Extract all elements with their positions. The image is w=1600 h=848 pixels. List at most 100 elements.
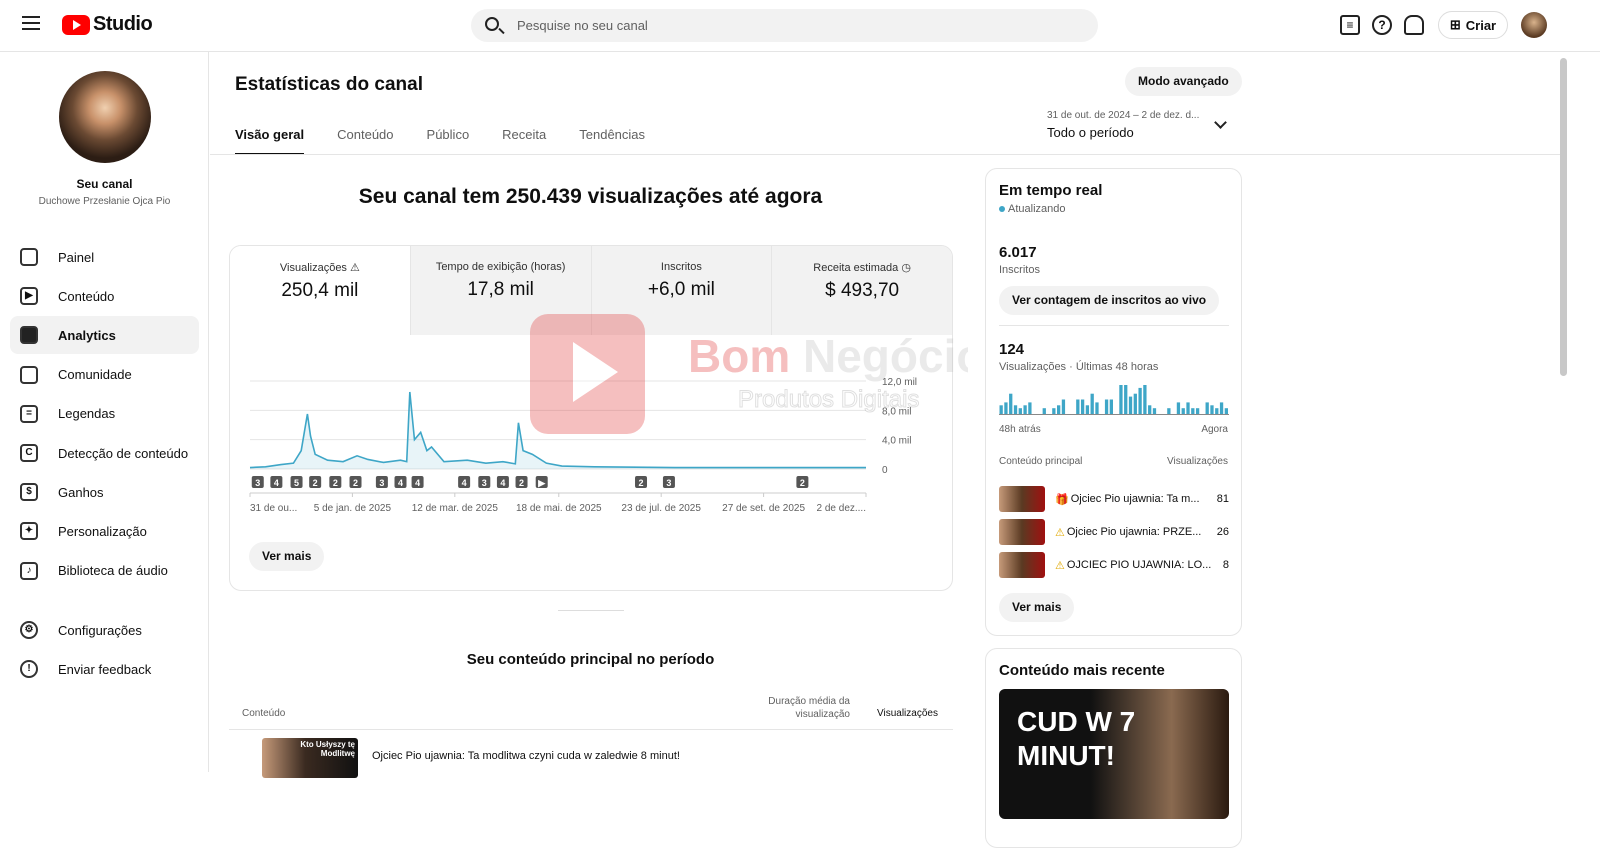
warning-icon: ⚠ bbox=[1055, 526, 1065, 539]
tab-3[interactable]: Receita bbox=[502, 127, 547, 142]
kpi-tab-3[interactable]: Receita estimada ◷ $ 493,70 bbox=[771, 246, 952, 335]
realtime-row[interactable]: ⚠ OJCIEC PIO UJAWNIA: LO... 8 bbox=[999, 552, 1229, 578]
x-tick-label: 27 de set. de 2025 bbox=[722, 503, 805, 514]
subtitles-icon: = bbox=[20, 404, 38, 423]
realtime-see-more-button[interactable]: Ver mais bbox=[999, 593, 1075, 622]
realtime-bar bbox=[1009, 393, 1013, 414]
channel-name: Duchowe Przesłanie Ojca Pio bbox=[38, 196, 171, 207]
publish-marker bbox=[458, 476, 471, 488]
warning-icon: ⚠ bbox=[1055, 559, 1065, 572]
series-area bbox=[250, 392, 866, 469]
publish-marker-label: 2 bbox=[313, 478, 318, 488]
realtime-bar bbox=[1061, 399, 1066, 414]
sidebar-item-2[interactable]: Analytics bbox=[10, 316, 199, 355]
publish-marker-label: 3 bbox=[666, 478, 671, 488]
realtime-bar bbox=[1191, 408, 1195, 414]
help-icon[interactable]: ? bbox=[1372, 15, 1392, 35]
x-tick-label: 23 de jul. de 2025 bbox=[621, 503, 701, 514]
realtime-bar bbox=[1148, 405, 1152, 414]
series-line bbox=[249, 391, 866, 469]
video-thumbnail: Kto Usłyszy tę Modlitwę bbox=[262, 738, 358, 778]
publish-marker-label: 2 bbox=[639, 478, 644, 488]
realtime-bar bbox=[1224, 408, 1228, 414]
dashboard-icon bbox=[20, 248, 38, 266]
video-thumbnail bbox=[999, 552, 1045, 578]
sidebar-item-3[interactable]: Comunidade bbox=[10, 356, 199, 394]
feedback-icon[interactable]: ≡ bbox=[1340, 15, 1360, 35]
realtime-bar bbox=[1128, 396, 1133, 414]
headline: Seu canal tem 250.439 visualizações até … bbox=[358, 185, 823, 208]
publish-marker-label: 3 bbox=[482, 478, 487, 488]
search-input[interactable]: Pesquise no seu canal bbox=[471, 9, 1098, 42]
sidebar-item-8[interactable]: ♪ Biblioteca de áudio bbox=[10, 552, 199, 590]
publish-marker-label: 2 bbox=[353, 478, 358, 488]
warning-icon: ⚠ bbox=[350, 262, 360, 274]
scrollbar[interactable] bbox=[1560, 58, 1567, 376]
tab-2[interactable]: Público bbox=[426, 127, 470, 142]
sidebar-bottom-1[interactable]: ! Enviar feedback bbox=[10, 650, 199, 688]
tabs: Visão geral Conteúdo Público Receita Tendênc… bbox=[235, 127, 645, 155]
sidebar-item-4[interactable]: = Legendas bbox=[10, 395, 199, 433]
realtime-bar bbox=[1215, 408, 1219, 414]
kpi-tab-1[interactable]: Tempo de exibição (horas) 17,8 mil bbox=[409, 246, 591, 335]
analytics-icon bbox=[20, 326, 38, 345]
notifications-icon[interactable] bbox=[1404, 15, 1424, 35]
top-bar: Studio Pesquise no seu canal ≡ ? ⊞ Criar bbox=[0, 0, 1600, 52]
publish-marker bbox=[535, 476, 548, 488]
publish-marker bbox=[478, 476, 491, 488]
publish-marker bbox=[251, 476, 264, 488]
create-button[interactable]: ⊞ Criar bbox=[1438, 11, 1508, 39]
channel-label: Seu canal bbox=[76, 177, 133, 191]
sidebar-item-6[interactable]: $ Ganhos bbox=[10, 473, 199, 511]
realtime-bar bbox=[1090, 393, 1094, 414]
realtime-bar bbox=[1080, 399, 1085, 414]
youtube-logo-icon bbox=[62, 14, 90, 35]
realtime-bar bbox=[1028, 402, 1032, 414]
tab-4[interactable]: Tendências bbox=[579, 127, 646, 142]
video-title[interactable]: Ojciec Pio ujawnia: Ta modlitwa czyni cu… bbox=[372, 750, 680, 762]
send-feedback-icon: ! bbox=[20, 660, 38, 678]
realtime-bar bbox=[1104, 399, 1109, 414]
publish-marker-label: 4 bbox=[398, 478, 403, 488]
publish-marker-label: 4 bbox=[462, 478, 467, 488]
publish-marker-label: 4 bbox=[500, 478, 505, 488]
publish-marker-label: 2 bbox=[800, 478, 805, 488]
realtime-bar bbox=[1023, 405, 1027, 414]
realtime-row[interactable]: ⚠ Ojciec Pio ujawnia: PRZE... 26 bbox=[999, 519, 1229, 545]
latest-thumbnail[interactable]: CUD W 7 MINUT! bbox=[999, 689, 1229, 819]
realtime-bar bbox=[1210, 405, 1214, 414]
tab-0[interactable]: Visão geral bbox=[235, 127, 305, 155]
overview-card: Visualizações ⚠ 250,4 mil Tempo de exibiçã… bbox=[229, 245, 953, 591]
advanced-mode-button[interactable]: Modo avançado bbox=[1125, 67, 1242, 96]
publish-marker bbox=[309, 476, 322, 488]
tab-1[interactable]: Conteúdo bbox=[337, 127, 394, 142]
menu-icon[interactable] bbox=[22, 16, 40, 30]
studio-logo[interactable]: Studio bbox=[62, 13, 153, 36]
x-tick-label: 5 de jan. de 2025 bbox=[314, 503, 392, 514]
publish-marker bbox=[349, 476, 362, 488]
earn-icon: $ bbox=[20, 483, 38, 502]
account-avatar[interactable] bbox=[1521, 12, 1547, 38]
sidebar-item-1[interactable]: ▶ Conteúdo bbox=[10, 277, 199, 315]
realtime-bar bbox=[1119, 385, 1123, 414]
content-icon: ▶ bbox=[20, 287, 38, 306]
y-tick-label: 0 bbox=[882, 465, 888, 476]
realtime-bar bbox=[1167, 408, 1171, 414]
sidebar: Seu canal Duchowe Przesłanie Ojca Pio Pa… bbox=[0, 52, 209, 772]
realtime-bar bbox=[1018, 408, 1022, 414]
sidebar-item-7[interactable]: ✦ Personalização bbox=[10, 512, 199, 550]
col-views[interactable]: Visualizações bbox=[877, 708, 938, 719]
see-more-button[interactable]: Ver mais bbox=[249, 542, 325, 571]
sidebar-bottom-0[interactable]: ⚙ Configurações bbox=[10, 611, 199, 649]
realtime-bar bbox=[1133, 393, 1137, 414]
realtime-row[interactable]: 🎁 Ojciec Pio ujawnia: Ta m... 81 bbox=[999, 486, 1229, 512]
y-tick-label: 12,0 mil bbox=[882, 377, 917, 388]
kpi-tab-0[interactable]: Visualizações ⚠ 250,4 mil bbox=[230, 246, 410, 335]
live-subs-button[interactable]: Ver contagem de inscritos ao vivo bbox=[999, 286, 1220, 315]
col-avg-duration[interactable]: Duração média da visualização bbox=[768, 696, 850, 720]
channel-avatar[interactable] bbox=[59, 71, 151, 163]
sidebar-item-0[interactable]: Painel bbox=[10, 238, 199, 276]
kpi-tab-2[interactable]: Inscritos +6,0 mil bbox=[590, 246, 772, 335]
sidebar-item-5[interactable]: C Detecção de conteúdo bbox=[10, 434, 199, 472]
publish-marker-label: 2 bbox=[333, 478, 338, 488]
